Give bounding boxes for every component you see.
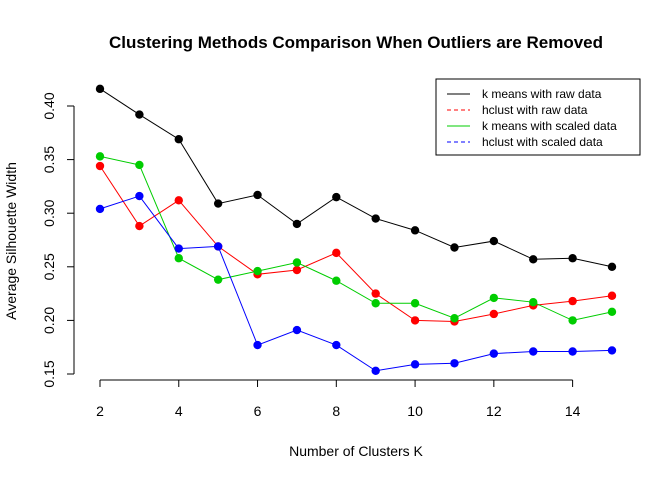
y-tick-label: 0.15 — [41, 360, 57, 387]
data-point — [450, 359, 459, 368]
y-tick-label: 0.35 — [41, 146, 57, 173]
x-tick-label: 10 — [407, 403, 423, 419]
x-tick-label: 6 — [254, 403, 262, 419]
series-2 — [95, 161, 617, 326]
data-point — [174, 254, 183, 263]
data-point — [332, 192, 341, 202]
data-point — [135, 221, 144, 231]
x-tick-label: 4 — [175, 403, 183, 419]
data-point — [450, 243, 459, 252]
data-point — [332, 340, 341, 350]
legend-label: k means with scaled data — [482, 119, 617, 133]
data-point — [253, 266, 262, 276]
series-4 — [95, 191, 617, 375]
legend: k means with raw data hclust with raw dat… — [435, 78, 641, 156]
data-point — [371, 299, 380, 308]
data-point — [174, 135, 183, 144]
data-point — [135, 110, 144, 119]
data-point — [95, 204, 105, 214]
data-point — [450, 314, 459, 323]
x-tick-label: 2 — [96, 403, 104, 419]
data-point — [95, 161, 105, 171]
data-point — [253, 190, 262, 200]
data-point — [292, 219, 302, 229]
data-point — [174, 244, 183, 253]
series-line — [99, 195, 613, 372]
data-point — [410, 299, 420, 308]
series-layer — [95, 84, 617, 375]
data-point — [371, 366, 380, 375]
data-point — [568, 254, 577, 263]
series-1 — [95, 84, 617, 271]
data-point — [529, 255, 538, 264]
x-tick-label: 12 — [486, 403, 502, 419]
data-point — [489, 293, 499, 303]
data-point — [568, 347, 577, 356]
data-point — [213, 242, 223, 251]
data-point — [213, 199, 223, 208]
data-point — [292, 325, 302, 335]
y-tick-label: 0.40 — [41, 92, 57, 119]
data-point — [371, 289, 380, 298]
series-line — [99, 155, 613, 321]
data-point — [489, 309, 499, 319]
data-point — [607, 307, 617, 317]
data-point — [292, 258, 302, 267]
x-axis-label: Number of Clusters K — [289, 443, 423, 459]
y-tick-label: 0.30 — [41, 199, 57, 226]
series-line — [99, 88, 613, 268]
y-tick-label: 0.25 — [41, 253, 57, 280]
y-axis-label: Average Silhouette Width — [3, 162, 19, 320]
data-point — [95, 152, 105, 161]
y-tick-label: 0.20 — [41, 307, 57, 334]
data-point — [607, 262, 617, 271]
axes: 2 4 6 8 10 12 14 0.15 0.20 0.25 0.30 0.35 0.40 — [41, 92, 581, 419]
x-tick-label: 14 — [565, 403, 581, 419]
data-point — [607, 346, 617, 355]
data-point — [489, 236, 499, 246]
data-point — [253, 340, 262, 350]
data-point — [135, 160, 144, 170]
data-point — [410, 316, 420, 325]
data-point — [489, 349, 499, 358]
data-point — [371, 214, 380, 223]
series-3 — [95, 152, 617, 325]
series-line — [99, 165, 613, 322]
data-point — [174, 196, 183, 205]
data-point — [332, 276, 341, 285]
legend-label: hclust with scaled data — [482, 135, 603, 149]
data-point — [607, 291, 617, 300]
data-point — [410, 360, 420, 369]
x-tick-label: 8 — [332, 403, 340, 419]
data-point — [135, 191, 144, 201]
chart-title: Clustering Methods Comparison When Outli… — [109, 33, 603, 52]
data-point — [568, 316, 577, 325]
data-point — [410, 226, 420, 235]
data-point — [95, 84, 105, 94]
data-point — [529, 347, 538, 356]
legend-label: hclust with raw data — [482, 103, 588, 117]
legend-label: k means with raw data — [482, 87, 602, 101]
data-point — [213, 275, 223, 284]
data-point — [568, 296, 577, 306]
data-point — [292, 265, 302, 275]
data-point — [529, 297, 538, 307]
data-point — [332, 248, 341, 258]
